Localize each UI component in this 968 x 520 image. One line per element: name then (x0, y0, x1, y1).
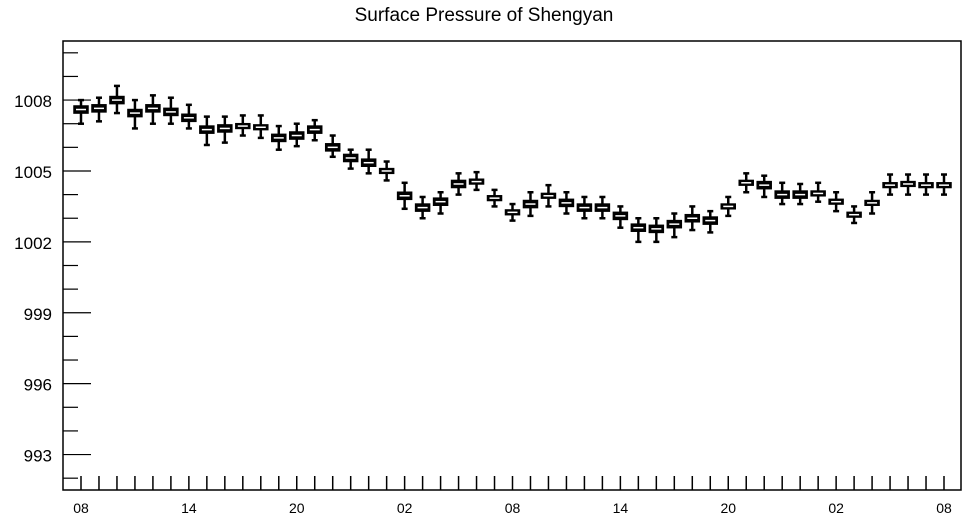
y-tick-label: 993 (24, 447, 52, 466)
box-plot-item (666, 212, 683, 239)
box-plot-item (792, 182, 808, 206)
box-plot-item (145, 94, 161, 125)
x-axis: 08 14 20 02 08 14 20 02 08 (73, 476, 952, 516)
box-plot-item (181, 103, 197, 130)
y-tick-label: 1008 (14, 92, 52, 111)
box-series (73, 84, 952, 244)
y-tick-label: 1002 (14, 234, 52, 253)
box-plot-item (594, 195, 611, 220)
box-plot-item (127, 98, 143, 130)
box-plot-item (217, 115, 233, 144)
x-tick-label: 02 (397, 500, 413, 516)
x-tick-label: 02 (828, 500, 844, 516)
box-plot-item (450, 172, 467, 196)
box-plot-item (306, 118, 323, 142)
box-plot-item (396, 181, 413, 211)
box-plot-item (702, 209, 719, 234)
box-plot-item (630, 216, 647, 244)
box-plot-item (720, 195, 736, 218)
box-plot-item (163, 96, 179, 125)
box-plot-item (360, 148, 377, 175)
x-tick-label: 08 (936, 500, 952, 516)
box-plot-item (432, 190, 449, 215)
box-plot-item (612, 205, 629, 229)
box-plot-item (756, 174, 772, 199)
x-tick-label: 08 (505, 500, 521, 516)
box-plot-item (109, 84, 125, 115)
y-tick-label: 999 (24, 305, 52, 324)
box-plot-item (882, 173, 898, 196)
box-plot-item (324, 134, 341, 159)
box-plot-item (199, 115, 215, 147)
box-plot-item (738, 172, 754, 194)
x-tick-label: 08 (73, 500, 89, 516)
x-tick-label: 20 (720, 500, 736, 516)
y-tick-label: 996 (24, 376, 52, 395)
box-plot-item (846, 205, 862, 225)
box-plot-item (918, 173, 934, 196)
box-plot-item (540, 183, 557, 208)
y-axis: 993 996 999 1002 1005 1008 (14, 52, 91, 479)
box-plot-item (900, 173, 916, 196)
box-plot-item (864, 190, 880, 215)
chart-title: Surface Pressure of Shengyan (354, 5, 614, 26)
box-plot-item (558, 190, 575, 215)
box-plot-item (271, 124, 287, 151)
x-tick-label: 14 (181, 500, 197, 516)
box-plot-item (774, 181, 790, 206)
x-tick-label: 20 (289, 500, 305, 516)
box-plot-item (648, 216, 665, 244)
box-plot-item (378, 160, 395, 182)
box-plot-item (253, 114, 269, 140)
box-plot-item (91, 96, 107, 123)
box-plot-item (486, 188, 503, 208)
x-tick-label: 14 (613, 500, 629, 516)
box-plot-item (936, 173, 952, 196)
box-plot-item (828, 190, 844, 213)
box-plot-item (235, 114, 251, 137)
box-plot-item (73, 98, 89, 125)
y-tick-label: 1005 (14, 163, 52, 182)
box-plot-item (684, 205, 701, 232)
box-plot-item (468, 170, 485, 192)
box-plot-item (414, 195, 431, 220)
box-plot-item (522, 190, 539, 218)
box-plot-item (342, 148, 359, 170)
plot-frame (62, 40, 962, 491)
box-plot-item (810, 181, 826, 203)
box-plot-item (504, 202, 521, 222)
box-plot-item (576, 195, 593, 220)
box-plot-item (289, 122, 305, 148)
